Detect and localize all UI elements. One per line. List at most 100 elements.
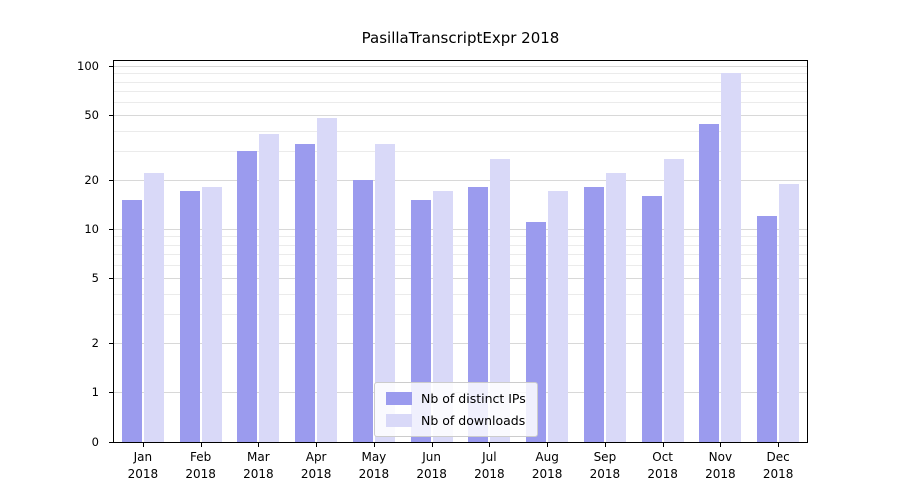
gridline-minor [114, 314, 807, 316]
bar-distinct-ips [295, 144, 316, 442]
y-tick-mark [109, 278, 113, 280]
gridline-minor [114, 265, 807, 267]
y-tick-mark [109, 115, 113, 117]
gridline-major [114, 115, 807, 117]
y-axis-tick-label: 50 [84, 108, 99, 123]
x-tick-year: 2018 [705, 467, 736, 481]
x-axis-tick-label: Jul 2018 [449, 449, 529, 483]
gridline-minor [114, 244, 807, 246]
bar-distinct-ips [757, 216, 778, 442]
x-axis-tick-label: Sep 2018 [565, 449, 645, 483]
x-tick-year: 2018 [243, 467, 274, 481]
x-tick-mark [431, 443, 433, 447]
x-tick-mark [489, 443, 491, 447]
bar-distinct-ips [583, 187, 604, 442]
x-tick-year: 2018 [185, 467, 216, 481]
bar-downloads [490, 158, 511, 442]
legend-label: Nb of downloads [421, 413, 526, 428]
bar-downloads [432, 191, 453, 442]
x-tick-month: Oct [652, 450, 673, 464]
x-axis-tick-label: Nov 2018 [680, 449, 760, 483]
x-tick-year: 2018 [762, 467, 794, 481]
y-axis-tick-label: 5 [91, 271, 99, 286]
x-tick-year: 2018 [127, 467, 159, 481]
gridline-major [114, 278, 807, 280]
bar-downloads [779, 183, 800, 442]
x-tick-month: Mar [247, 450, 270, 464]
x-tick-mark [662, 443, 664, 447]
bar-distinct-ips [641, 195, 662, 442]
gridline-major [114, 229, 807, 230]
bar-distinct-ips [352, 179, 373, 442]
gridline-major [114, 66, 807, 67]
x-tick-month: Aug [535, 450, 559, 464]
bar-downloads [143, 173, 164, 442]
bar-downloads [317, 117, 338, 442]
x-tick-mark [200, 443, 202, 447]
y-axis-tick-label: 10 [84, 222, 99, 236]
gridline-minor [114, 254, 807, 256]
bar-distinct-ips [468, 187, 489, 442]
x-tick-mark [142, 443, 144, 447]
x-axis-tick-label: Mar 2018 [218, 449, 298, 483]
gridline-minor [114, 91, 807, 93]
x-tick-month: Dec [766, 450, 790, 464]
bar-distinct-ips [179, 191, 200, 442]
bar-downloads [605, 173, 626, 442]
gridline-minor [114, 130, 807, 132]
bar-downloads [548, 191, 569, 442]
bar-downloads [201, 187, 222, 442]
x-tick-mark [258, 443, 260, 447]
y-tick-mark [109, 392, 113, 393]
x-axis-tick-label: Dec 2018 [738, 449, 818, 483]
x-axis-tick-label: Oct 2018 [623, 449, 703, 483]
y-tick-mark [109, 342, 113, 344]
bar-downloads [663, 158, 684, 442]
bar-distinct-ips [121, 200, 142, 442]
gridline-minor [114, 102, 807, 104]
legend-item: Nb of downloads [386, 413, 526, 428]
x-tick-month: Jan [133, 450, 153, 464]
x-tick-year: 2018 [531, 467, 563, 481]
bar-downloads [374, 144, 395, 442]
y-tick-mark [109, 229, 113, 230]
legend: Nb of distinct IPs Nb of downloads [374, 382, 538, 437]
x-tick-mark [604, 443, 606, 447]
x-tick-month: Jul [482, 450, 497, 464]
y-axis-tick-label: 2 [91, 335, 99, 350]
bar-downloads [259, 134, 280, 442]
x-axis-tick-label: Jan 2018 [103, 449, 183, 483]
x-tick-month: Feb [190, 450, 212, 464]
y-tick-mark [109, 66, 113, 67]
x-tick-month: May [361, 450, 387, 464]
y-axis-tick-label: 0 [91, 435, 99, 449]
legend-item: Nb of distinct IPs [386, 391, 526, 406]
x-tick-year: 2018 [416, 467, 447, 481]
gridline-minor [114, 236, 807, 238]
x-tick-year: 2018 [358, 467, 390, 481]
x-tick-mark [373, 443, 375, 447]
gridline-minor [114, 73, 807, 75]
x-tick-year: 2018 [647, 467, 678, 481]
bar-downloads [721, 73, 742, 442]
bar-distinct-ips [237, 151, 258, 442]
plot-area: Nb of distinct IPs Nb of downloads [113, 60, 808, 443]
y-axis-tick-label: 1 [91, 385, 99, 399]
x-tick-mark [778, 443, 780, 447]
legend-swatch-distinct-ips [386, 392, 412, 405]
x-tick-month: Apr [305, 450, 327, 464]
y-tick-mark [109, 179, 113, 181]
x-axis-tick-label: Feb 2018 [161, 449, 241, 483]
x-tick-year: 2018 [474, 467, 505, 481]
gridline-minor [114, 151, 807, 153]
x-tick-year: 2018 [300, 467, 332, 481]
gridline-minor [114, 81, 807, 83]
bar-distinct-ips [699, 124, 720, 442]
y-axis-tick-label: 100 [77, 59, 99, 73]
x-axis-tick-label: Apr 2018 [276, 449, 356, 483]
gridline-minor [114, 293, 807, 295]
x-axis-tick-label: Aug 2018 [507, 449, 587, 483]
x-axis-tick-label: May 2018 [334, 449, 414, 483]
x-tick-mark [547, 443, 549, 447]
